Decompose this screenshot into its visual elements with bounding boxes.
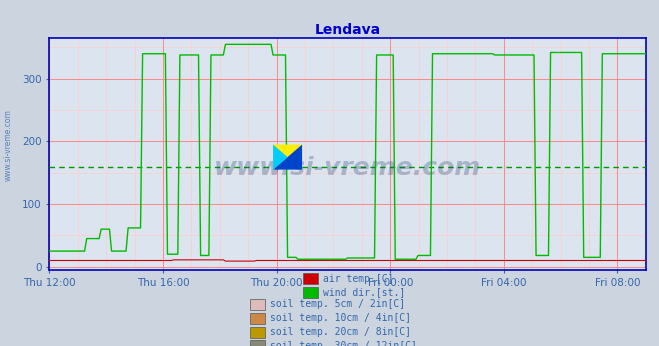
Text: www.si-vreme.com: www.si-vreme.com [3,109,13,181]
Text: soil temp. 20cm / 8in[C]: soil temp. 20cm / 8in[C] [270,327,411,337]
Polygon shape [273,145,302,170]
Text: soil temp. 30cm / 12in[C]: soil temp. 30cm / 12in[C] [270,341,417,346]
Text: soil temp. 5cm / 2in[C]: soil temp. 5cm / 2in[C] [270,300,405,309]
Text: air temp.[C]: air temp.[C] [323,274,393,283]
Text: www.si-vreme.com: www.si-vreme.com [214,156,481,180]
Polygon shape [273,145,287,170]
Polygon shape [273,145,302,170]
Text: soil temp. 10cm / 4in[C]: soil temp. 10cm / 4in[C] [270,313,411,323]
Text: wind dir.[st.]: wind dir.[st.] [323,288,405,297]
Title: Lendava: Lendava [314,23,381,37]
